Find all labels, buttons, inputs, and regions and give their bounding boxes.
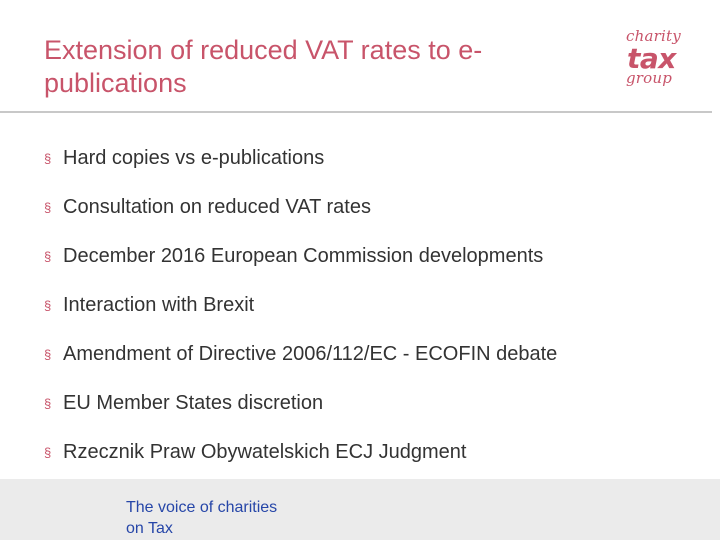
bullet-icon: § — [44, 200, 52, 215]
logo-word-group: group — [626, 69, 673, 87]
bullet-text: Amendment of Directive 2006/112/EC - ECO… — [63, 343, 558, 365]
bullet-text: Hard copies vs e-publications — [63, 147, 325, 169]
bullet-item: § Consultation on reduced VAT rates — [44, 194, 704, 243]
footer-tagline-line2: on Tax — [126, 520, 173, 537]
footer-tagline: The voice of charities on Tax — [126, 497, 326, 539]
footer-bar: The voice of charities on Tax — [0, 479, 720, 540]
bullet-icon: § — [44, 249, 52, 264]
bullet-icon: § — [44, 151, 52, 166]
footer-tagline-line1: The voice of charities — [126, 499, 278, 516]
bullet-item: § Hard copies vs e-publications — [44, 145, 704, 194]
bullet-icon: § — [44, 347, 52, 362]
logo-word-charity: charity — [626, 27, 681, 45]
bullet-text: December 2016 European Commission develo… — [63, 245, 544, 267]
bullet-text: Interaction with Brexit — [63, 294, 255, 316]
bullet-text: Rzecznik Praw Obywatelskich ECJ Judgment — [63, 441, 467, 463]
title-divider — [0, 111, 712, 113]
bullet-icon: § — [44, 396, 52, 411]
bullet-text: Consultation on reduced VAT rates — [63, 196, 371, 218]
bullet-icon: § — [44, 298, 52, 313]
bullet-item: § Interaction with Brexit — [44, 292, 704, 341]
bullet-list: § Hard copies vs e-publications § Consul… — [44, 145, 704, 488]
bullet-item: § Rzecznik Praw Obywatelskich ECJ Judgme… — [44, 439, 704, 488]
logo-word-tax: tax — [627, 42, 676, 75]
bullet-item: § December 2016 European Commission deve… — [44, 243, 704, 292]
bullet-icon: § — [44, 445, 52, 460]
charity-tax-group-logo: charity tax group — [626, 27, 686, 87]
bullet-item: § Amendment of Directive 2006/112/EC - E… — [44, 341, 704, 390]
bullet-item: § EU Member States discretion — [44, 390, 704, 439]
bullet-text: EU Member States discretion — [63, 392, 324, 414]
slide-title: Extension of reduced VAT rates to e-publ… — [44, 35, 483, 98]
